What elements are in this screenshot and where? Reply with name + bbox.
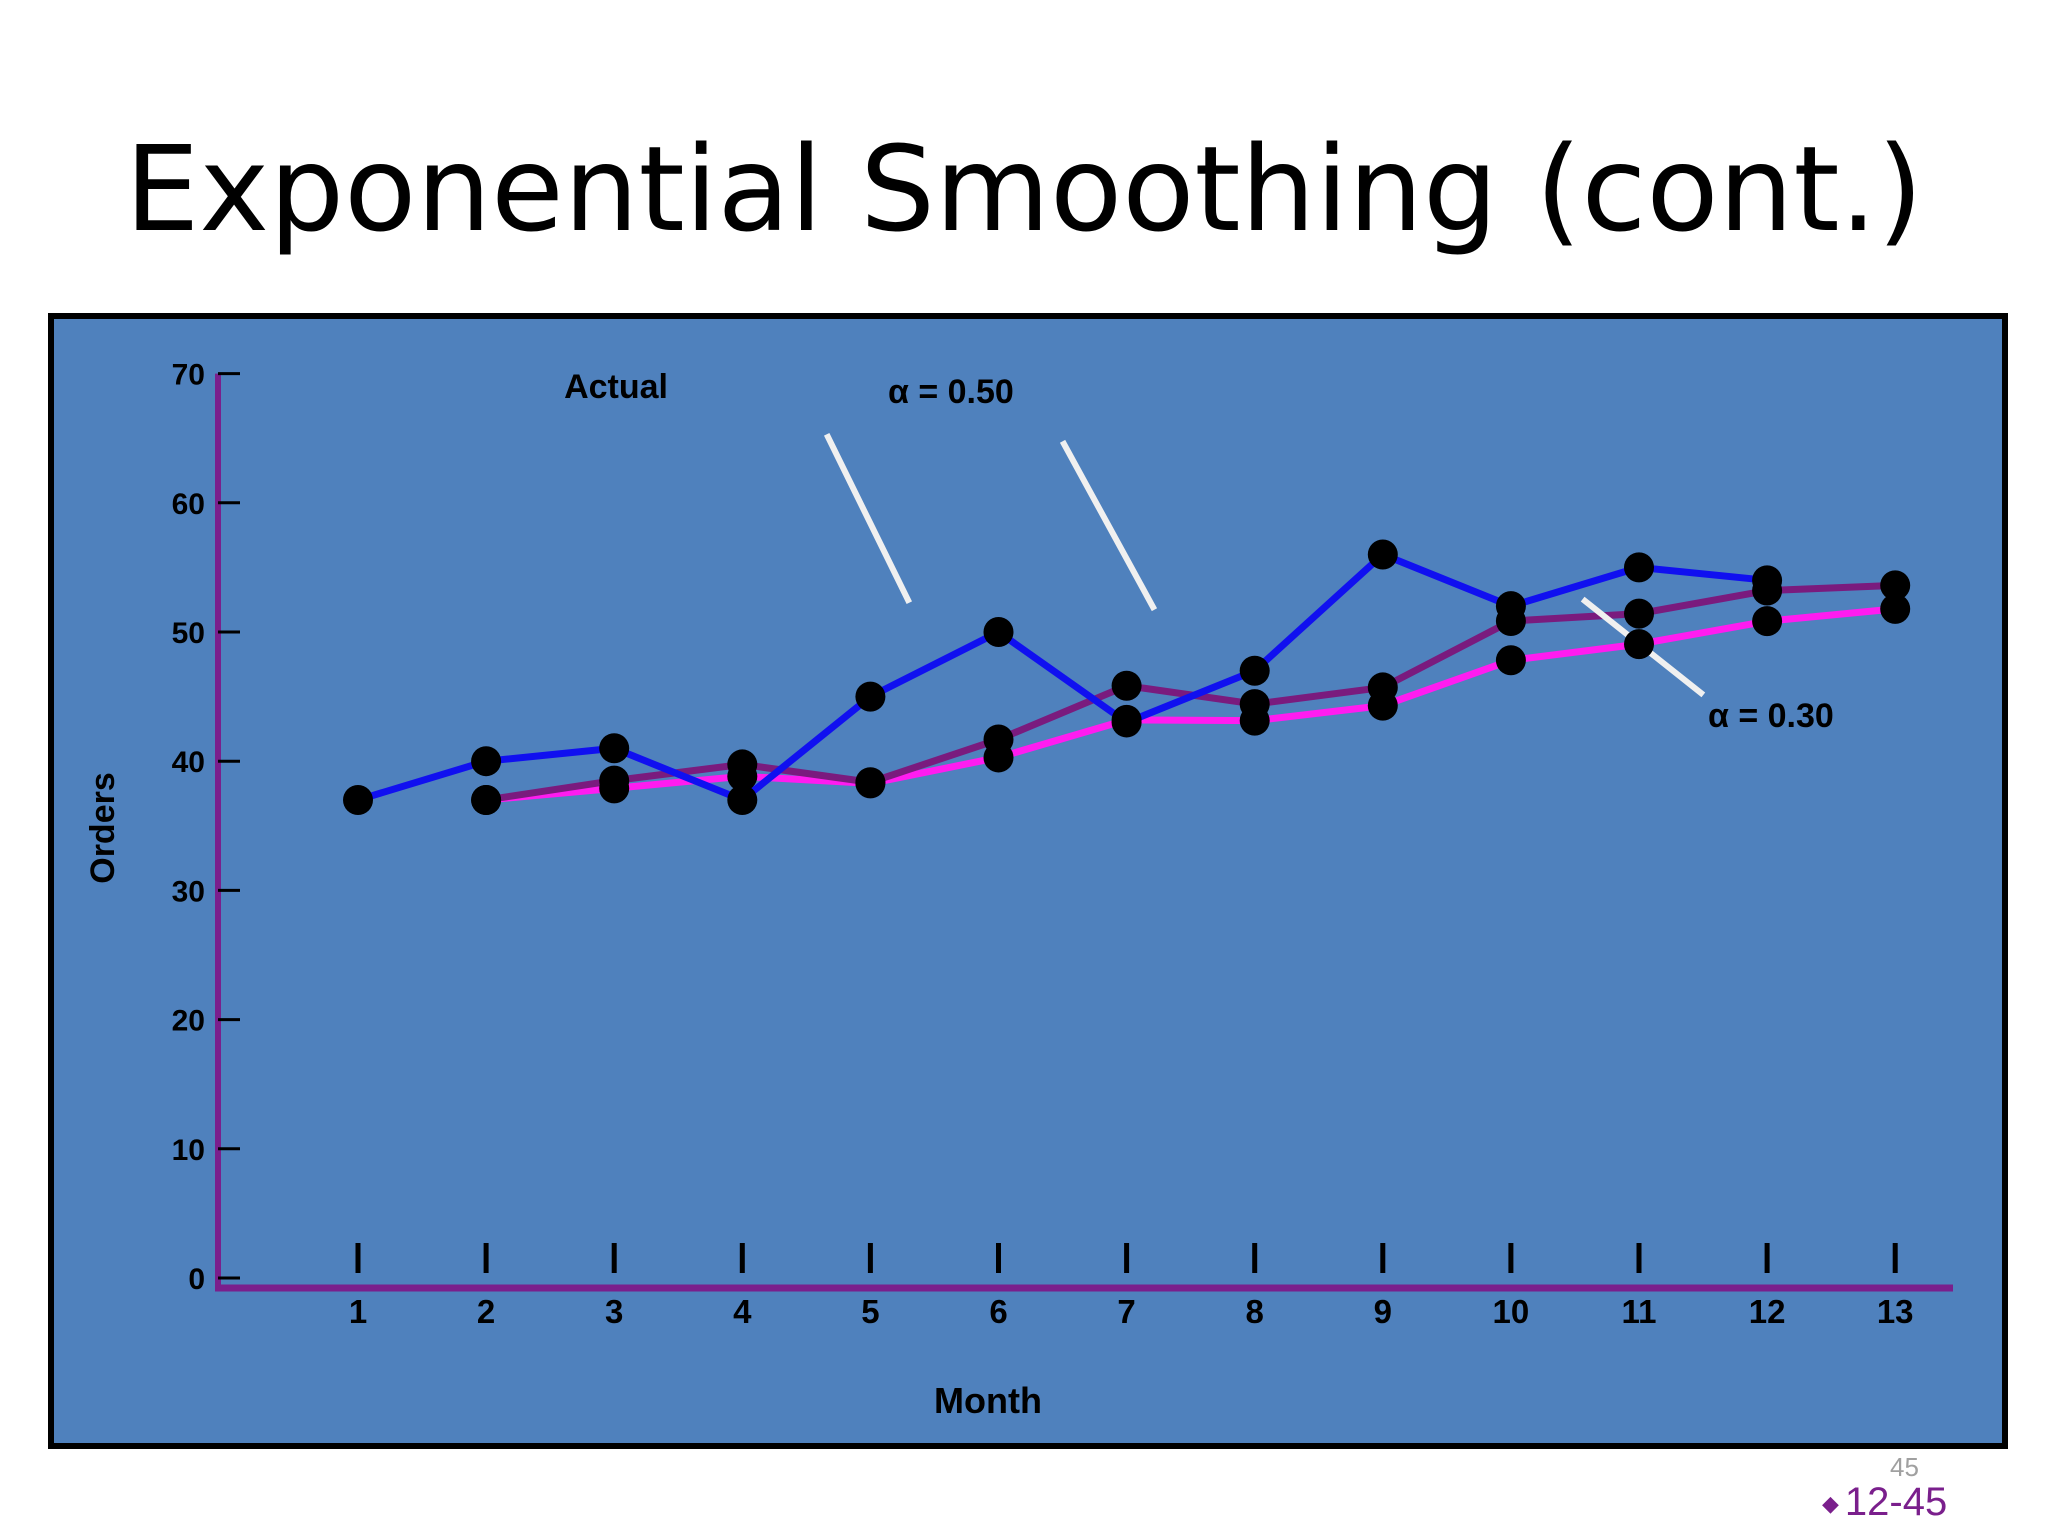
slide-code-label: 12-45 xyxy=(1844,1480,1948,1524)
data-point-alpha_030 xyxy=(599,773,630,804)
data-point-alpha_030 xyxy=(855,768,886,799)
x-tick-label: 2 xyxy=(477,1293,495,1330)
annotation-actual: Actual xyxy=(564,368,668,406)
data-point-alpha_030 xyxy=(471,784,502,815)
data-point-actual xyxy=(983,617,1014,647)
x-tick-label: 3 xyxy=(605,1293,623,1330)
data-point-actual xyxy=(727,784,758,815)
series-line-actual xyxy=(356,550,1768,804)
diamond-bullet-icon: ◆ xyxy=(1822,1491,1839,1517)
y-tick-label: 30 xyxy=(172,875,205,908)
y-tick-label: 70 xyxy=(172,359,205,392)
y-tick-label: 0 xyxy=(188,1263,205,1296)
data-point-alpha_030 xyxy=(983,742,1014,773)
y-tick-label: 20 xyxy=(172,1005,205,1038)
data-point-alpha_030 xyxy=(727,761,758,792)
x-tick-label: 10 xyxy=(1493,1293,1530,1330)
data-point-alpha_050 xyxy=(1495,606,1526,637)
y-tick-label: 10 xyxy=(172,1134,205,1167)
y-axis-title: Orders xyxy=(84,772,122,884)
data-point-alpha_050 xyxy=(1880,570,1911,601)
pointer-line-actual xyxy=(823,432,913,605)
annotation-alpha_050: α = 0.50 xyxy=(888,373,1014,411)
x-tick-label: 11 xyxy=(1622,1293,1657,1330)
x-tick-label: 5 xyxy=(861,1293,879,1330)
annotation-alpha_030: α = 0.30 xyxy=(1708,697,1834,735)
y-tick-label: 60 xyxy=(172,488,205,521)
data-point-alpha_030 xyxy=(1495,645,1526,676)
x-tick-label: 7 xyxy=(1117,1293,1135,1330)
x-tick-label: 12 xyxy=(1749,1293,1786,1330)
data-point-actual xyxy=(1624,552,1654,583)
x-tick-label: 8 xyxy=(1246,1293,1264,1330)
x-tick-label: 6 xyxy=(989,1293,1007,1330)
data-point-alpha_030 xyxy=(1880,593,1911,624)
data-point-actual xyxy=(599,733,630,764)
data-point-alpha_030 xyxy=(1239,705,1270,736)
pointer-line-alpha_050 xyxy=(1059,439,1158,612)
data-point-actual xyxy=(343,784,373,815)
chart-container: 0 10 20 30 40 50 60 70 1 2 3 4 5 6 7 8 9 10 11 12 13 Month Ord… xyxy=(48,313,2008,1449)
series-line-alpha_030 xyxy=(485,605,1896,804)
x-tick-label: 13 xyxy=(1877,1293,1914,1330)
data-point-alpha_050 xyxy=(1624,598,1654,629)
data-point-actual xyxy=(855,681,886,712)
data-point-actual xyxy=(1367,539,1398,570)
data-point-alpha_050 xyxy=(1111,670,1142,701)
data-point-actual xyxy=(471,746,502,777)
page-number: 45 xyxy=(1890,1452,1919,1482)
y-tick-label: 40 xyxy=(172,746,205,779)
x-axis-title: Month xyxy=(934,1380,1042,1421)
chart-frame xyxy=(48,313,2008,1449)
data-point-alpha_030 xyxy=(1367,690,1398,721)
data-point-alpha_030 xyxy=(1111,704,1142,735)
slide-code: ◆ 12-45 xyxy=(1822,1480,1947,1525)
slide-title: Exponential Smoothing (cont.) xyxy=(124,120,1924,258)
data-point-alpha_050 xyxy=(1752,575,1783,606)
x-tick-label: 4 xyxy=(733,1293,752,1330)
data-point-alpha_030 xyxy=(1624,629,1654,660)
data-point-alpha_030 xyxy=(1752,606,1783,637)
y-tick-label: 50 xyxy=(172,617,205,650)
data-point-actual xyxy=(1239,655,1270,686)
x-tick-label: 1 xyxy=(349,1293,367,1330)
x-tick-label: 9 xyxy=(1374,1293,1392,1330)
